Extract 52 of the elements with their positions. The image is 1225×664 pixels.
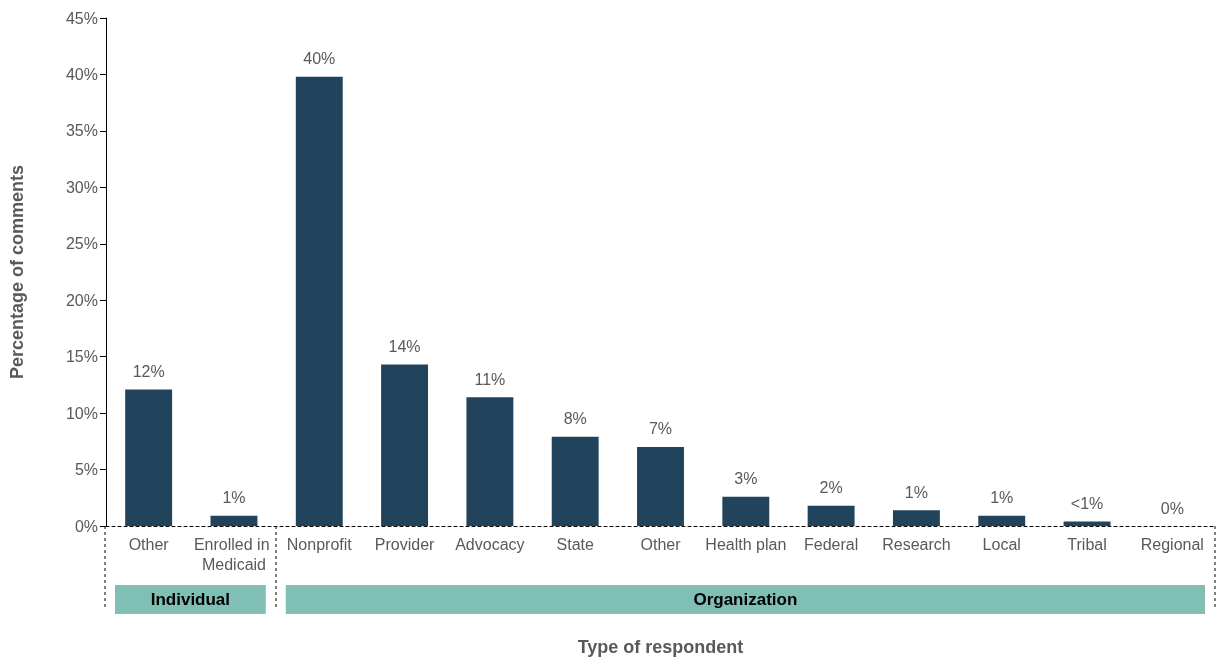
x-tick-label: Tribal (1067, 535, 1107, 553)
data-label: 3% (734, 470, 758, 488)
x-tick-label: Other (640, 535, 682, 553)
x-tick-label: Local (982, 535, 1021, 553)
y-axis-title: Percentage of comments (7, 164, 27, 380)
y-tick-label: 0% (74, 517, 98, 535)
y-tick-label: 30% (65, 178, 98, 196)
data-label: <1% (1070, 494, 1104, 512)
data-label: 8% (563, 410, 587, 428)
x-tick-label: Enrolled in Medicaid (193, 535, 274, 573)
bar (722, 496, 770, 526)
bar (637, 446, 684, 526)
bar (978, 515, 1026, 526)
x-axis-title: Type of respondent (577, 637, 744, 657)
y-tick-label: 40% (65, 65, 98, 83)
bar (1063, 521, 1111, 526)
data-label: 1% (990, 489, 1014, 507)
x-tick-label: Federal (803, 535, 859, 553)
data-label: 14% (388, 338, 421, 356)
data-label: 7% (648, 420, 673, 438)
x-tick-label: Regional (1140, 535, 1204, 553)
bar (466, 397, 514, 526)
data-label: 11% (474, 370, 506, 388)
x-tick-label: Research (882, 535, 951, 553)
bar (125, 389, 173, 526)
x-tick-label: Health plan (705, 535, 787, 553)
data-label: 40% (303, 50, 336, 68)
data-label: 1% (222, 489, 246, 507)
bar (807, 505, 855, 526)
data-label: 12% (132, 362, 165, 380)
data-label: 1% (904, 483, 928, 501)
x-tick-label: State (556, 535, 594, 553)
x-tick-label: Advocacy (455, 535, 525, 553)
x-tick-label: Provider (374, 535, 436, 553)
y-tick-label: 20% (65, 291, 98, 309)
y-tick-label: 15% (65, 348, 98, 366)
data-label: 0% (1160, 499, 1184, 517)
bar (892, 510, 940, 526)
y-tick-label: 35% (65, 122, 98, 140)
x-tick-label: Nonprofit (286, 535, 353, 553)
y-tick-label: 10% (65, 404, 98, 422)
x-tick-label: Other (128, 535, 170, 553)
bar (381, 364, 429, 526)
y-tick-label: 25% (65, 235, 98, 253)
data-label: 2% (819, 479, 843, 497)
text: Individual (150, 589, 231, 609)
bar (210, 515, 258, 526)
bar (295, 76, 343, 526)
text: Organization (693, 589, 798, 609)
y-tick-label: 45% (65, 9, 98, 27)
y-tick-label: 5% (74, 461, 98, 479)
bar (551, 436, 599, 526)
